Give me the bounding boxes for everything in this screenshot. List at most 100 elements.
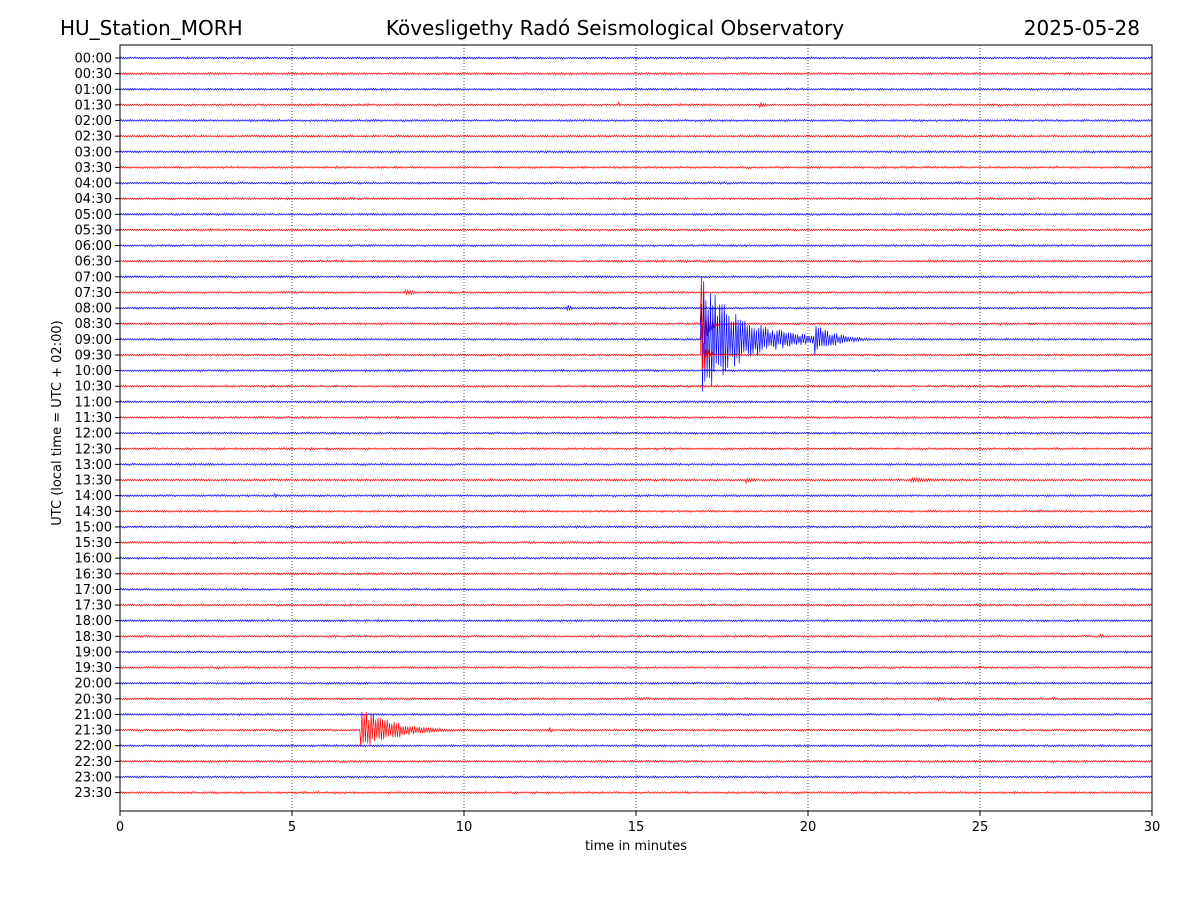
y-tick-label: 17:30	[75, 599, 112, 614]
observatory-title: Kövesligethy Radó Seismological Observat…	[385, 16, 845, 40]
y-tick-label: 07:00	[75, 270, 112, 285]
y-tick-label: 23:00	[75, 770, 112, 785]
x-tick-label: 15	[628, 820, 645, 835]
x-tick-label: 5	[288, 820, 296, 835]
trace-0000	[119, 56, 1153, 60]
trace-1700	[119, 587, 1153, 592]
trace-1300	[119, 462, 1153, 467]
trace-1500	[119, 524, 1153, 529]
station-name: HU_Station_MORH	[60, 16, 243, 40]
trace-0300	[119, 149, 1153, 154]
trace-2330	[119, 790, 1153, 795]
y-tick-label: 09:30	[75, 348, 112, 363]
trace-2100	[119, 712, 1153, 717]
trace-1930	[119, 665, 1153, 670]
x-tick-label: 30	[1144, 820, 1161, 835]
y-tick-label: 07:30	[75, 286, 112, 301]
trace-1330	[119, 476, 1153, 485]
y-tick-label: 18:30	[75, 630, 112, 645]
y-tick-label: 02:30	[75, 130, 112, 145]
trace-0830	[119, 277, 1153, 350]
trace-1030	[119, 384, 1153, 389]
y-tick-label: 16:30	[75, 567, 112, 582]
y-tick-label: 12:00	[75, 427, 112, 442]
y-tick-label: 21:30	[75, 724, 112, 739]
trace-1130	[119, 415, 1153, 420]
x-tick-label: 20	[800, 820, 817, 835]
trace-0400	[119, 181, 1153, 185]
trace-1800	[119, 618, 1153, 623]
trace-1000	[119, 368, 1153, 373]
trace-0930	[119, 325, 1153, 370]
y-tick-label: 10:00	[75, 364, 112, 379]
x-tick-label: 10	[456, 820, 473, 835]
y-tick-label: 09:00	[75, 333, 112, 348]
y-tick-label: 11:30	[75, 411, 112, 426]
y-tick-label: 11:00	[75, 395, 112, 410]
trace-1830	[119, 633, 1153, 639]
y-tick-label: 19:30	[75, 661, 112, 676]
y-tick-label: 04:30	[75, 192, 112, 207]
trace-0600	[119, 243, 1153, 248]
trace-0900	[119, 281, 1153, 392]
y-tick-label: 20:30	[75, 692, 112, 707]
trace-2200	[119, 743, 1153, 748]
trace-0230	[119, 134, 1153, 139]
y-tick-label: 10:30	[75, 380, 112, 395]
y-axis-ticks: 00:0000:3001:0001:3002:0002:3003:0003:30…	[75, 52, 120, 801]
y-tick-label: 17:00	[75, 583, 112, 598]
y-tick-label: 03:30	[75, 161, 112, 176]
y-tick-label: 00:00	[75, 52, 112, 67]
trace-1200	[119, 431, 1153, 436]
y-tick-label: 05:00	[75, 208, 112, 223]
trace-1900	[119, 650, 1153, 654]
y-tick-label: 20:00	[75, 677, 112, 692]
date-label: 2025-05-28	[1023, 16, 1140, 40]
y-tick-label: 15:30	[75, 536, 112, 551]
trace-2300	[119, 775, 1153, 779]
x-axis-ticks: 0 5 10 15 20 25 30	[116, 811, 1160, 835]
trace-0330	[119, 165, 1153, 170]
trace-0100	[119, 87, 1153, 92]
trace-0030	[119, 71, 1153, 76]
y-axis-label: UTC (local time = UTC + 02:00)	[50, 320, 65, 525]
trace-2030	[119, 696, 1153, 702]
trace-1430	[119, 509, 1153, 514]
y-tick-label: 03:00	[75, 145, 112, 160]
y-tick-label: 19:00	[75, 645, 112, 660]
trace-2230	[119, 759, 1153, 764]
trace-0630	[119, 259, 1153, 264]
x-tick-label: 25	[972, 820, 989, 835]
trace-0530	[119, 228, 1153, 232]
y-tick-label: 13:30	[75, 474, 112, 489]
y-tick-label: 00:30	[75, 67, 112, 82]
trace-0430	[119, 196, 1153, 201]
y-tick-label: 13:00	[75, 458, 112, 473]
y-tick-label: 22:00	[75, 739, 112, 754]
y-tick-label: 12:30	[75, 442, 112, 457]
trace-1730	[119, 603, 1153, 607]
y-tick-label: 05:30	[75, 223, 112, 238]
trace-1400	[119, 492, 1153, 499]
y-tick-label: 14:00	[75, 489, 112, 504]
trace-1530	[119, 540, 1153, 545]
y-tick-label: 21:00	[75, 708, 112, 723]
trace-2130	[119, 711, 1153, 747]
trace-0730	[119, 288, 1153, 296]
trace-0800	[119, 305, 1153, 312]
x-tick-label: 0	[116, 820, 124, 835]
y-tick-label: 01:00	[75, 83, 112, 98]
trace-1600	[119, 556, 1153, 560]
trace-2000	[119, 681, 1153, 686]
trace-1230	[119, 446, 1153, 451]
x-axis-label: time in minutes	[585, 839, 687, 854]
grid-lines	[291, 45, 981, 811]
y-tick-label: 18:00	[75, 614, 112, 629]
y-tick-label: 14:30	[75, 505, 112, 520]
trace-0200	[119, 118, 1153, 123]
y-tick-label: 08:00	[75, 302, 112, 317]
y-tick-label: 23:30	[75, 786, 112, 801]
y-tick-label: 22:30	[75, 755, 112, 770]
trace-0130	[119, 101, 1153, 109]
